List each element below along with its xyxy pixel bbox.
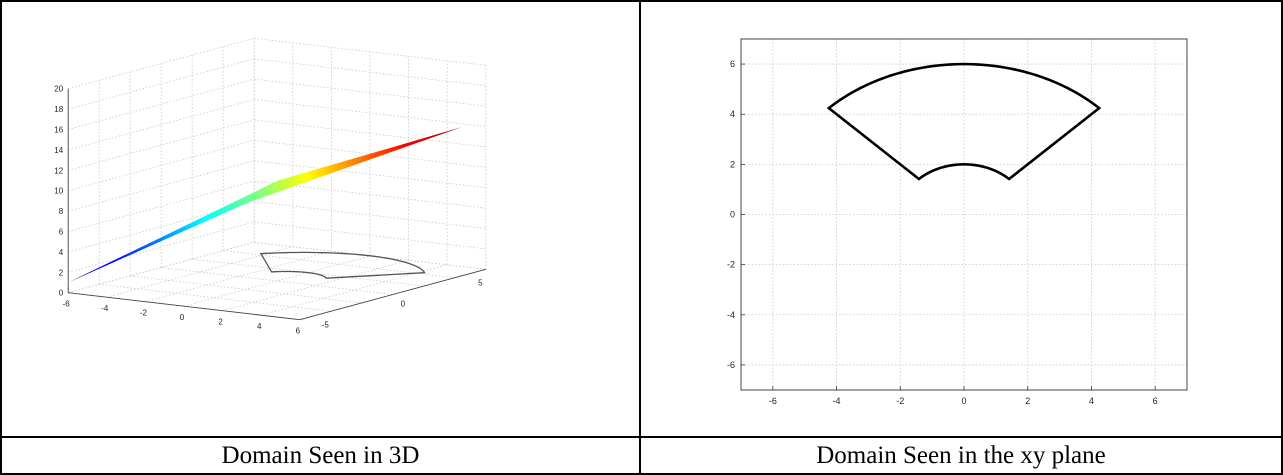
table-border-row [0, 436, 1283, 438]
y-axis-line [299, 268, 486, 321]
wall-gridline [254, 58, 486, 87]
chart-xy-plane: -6 -4 -2 0 2 4 6 -6 -4 -2 0 2 4 6 [727, 38, 1188, 406]
z-tick-label: 4 [59, 248, 64, 257]
table-border-bottom [0, 473, 1283, 475]
chart-3d-surface: -6 -4 -2 0 2 4 6 -5 0 5 0 2 4 6 8 10 12 14 16 18 20 [54, 37, 487, 336]
z-tick-label: 0 [59, 289, 64, 298]
x-tick-label: -6 [63, 300, 71, 309]
y-tick-label: 2 [730, 159, 735, 169]
z-tick-label: 8 [59, 207, 64, 216]
wall-gridline [254, 221, 486, 250]
z-tick-label: 18 [54, 105, 63, 114]
table-border-middle [639, 0, 641, 475]
y-tick-label: 0 [401, 300, 406, 309]
y-tick-label: -6 [727, 360, 735, 370]
x-tick-label: 2 [1025, 396, 1030, 406]
x-tick-label: 4 [1089, 396, 1094, 406]
wall-gridline [68, 139, 255, 192]
wall-gridline [254, 160, 486, 189]
x-tick-label: -6 [769, 396, 777, 406]
z-tick-label: 20 [54, 85, 63, 94]
y-tick-label: 6 [730, 59, 735, 69]
x-tick-label: 0 [961, 396, 966, 406]
plot-frame [740, 38, 1188, 391]
z-tick-label: 14 [54, 146, 63, 155]
y-tick-label: 4 [730, 109, 735, 119]
caption-3d: Domain Seen in 3D [221, 442, 420, 469]
surface-plane [68, 127, 462, 283]
wall-gridline [68, 119, 255, 171]
table-border-left [0, 0, 2, 475]
z-tick-label: 2 [59, 268, 64, 277]
wall-gridline [68, 180, 255, 232]
x-tick-label: -4 [833, 396, 841, 406]
annular-sector-outline [826, 62, 1102, 181]
table-border-right [1281, 0, 1283, 475]
wall-gridline [254, 99, 486, 127]
wall-gridline [68, 37, 255, 90]
wall-gridline [254, 119, 486, 148]
x-tick-label: 6 [296, 327, 301, 336]
z-tick-label: 6 [59, 228, 64, 237]
caption-xy-plane: Domain Seen in the xy plane [816, 442, 1106, 469]
wall-gridline [68, 201, 255, 253]
floor-gridline [99, 283, 331, 312]
y-tick-label: 0 [730, 210, 735, 220]
x-axis-line [68, 292, 300, 321]
z-tick-label: 16 [54, 126, 63, 135]
wall-gridline [68, 99, 255, 151]
x-tick-label: -4 [101, 304, 109, 313]
wall-gridline [68, 241, 255, 294]
wall-gridline [254, 37, 486, 66]
wall-gridline [254, 78, 486, 107]
wall-gridline [68, 160, 255, 212]
x-tick-label: -2 [140, 309, 148, 318]
floor-gridline [261, 264, 448, 316]
z-tick-label: 12 [54, 166, 63, 175]
wall-gridline [68, 58, 255, 110]
x-tick-label: 6 [1153, 396, 1158, 406]
y-tick-label: -5 [322, 321, 330, 330]
y-tick-label: -4 [727, 310, 735, 320]
domain-outline [259, 251, 426, 279]
table-border-top [0, 0, 1283, 2]
wall-gridline [68, 221, 255, 273]
x-tick-label: 0 [180, 313, 185, 322]
x-tick-label: -2 [896, 396, 904, 406]
x-tick-label: 2 [218, 318, 223, 327]
y-tick-label: -2 [727, 260, 735, 270]
z-tick-label: 10 [54, 187, 63, 196]
wall-gridline [254, 201, 486, 229]
floor-gridline [223, 250, 455, 279]
wall-gridline [68, 78, 255, 130]
x-tick-label: 4 [257, 322, 262, 331]
floor-gridline [130, 275, 362, 304]
y-tick-label: 5 [478, 279, 483, 288]
floor-gridline [161, 267, 393, 295]
